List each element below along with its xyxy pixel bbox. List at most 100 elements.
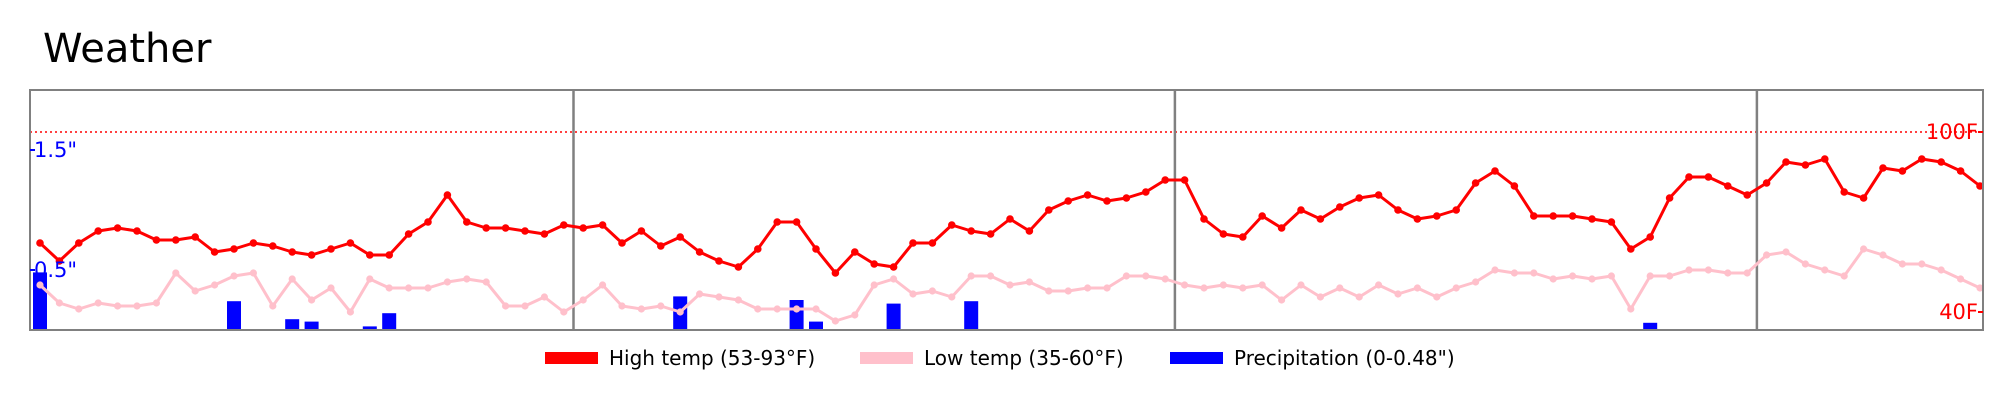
high-temp-point	[676, 233, 684, 241]
low-temp-point	[521, 302, 529, 310]
low-temp-point	[75, 305, 83, 313]
high-temp-point	[1782, 158, 1790, 166]
temp-tick-label: 40F	[1939, 300, 1978, 324]
high-temp-point	[1006, 215, 1014, 223]
low-temp-point	[1045, 287, 1053, 295]
high-temp-point	[1956, 167, 1965, 175]
temp-tick-label: 100F	[1926, 120, 1978, 144]
low-temp-point	[1452, 284, 1460, 292]
low-temp-point	[1898, 260, 1906, 268]
high-temp-point	[385, 251, 394, 259]
legend-label: High temp (53-93°F)	[609, 346, 815, 370]
low-temp-point	[657, 302, 665, 310]
low-temp-point	[618, 302, 626, 310]
high-temp-point	[288, 248, 297, 256]
low-temp-point	[1627, 305, 1635, 313]
low-temp-point	[424, 284, 432, 292]
high-temp-point	[1937, 158, 1945, 166]
low-temp-point	[928, 287, 937, 295]
low-temp-point	[1763, 251, 1771, 259]
low-temp-point	[831, 317, 840, 325]
low-temp-point	[1413, 284, 1421, 292]
high-temp-point	[715, 257, 723, 265]
high-temp-point	[1200, 215, 1208, 223]
high-temp-point	[1704, 173, 1713, 181]
high-temp-point	[1685, 173, 1693, 181]
low-temp-point	[1491, 266, 1499, 274]
high-temp-point	[1083, 191, 1092, 199]
low-temp-point	[1239, 284, 1247, 292]
low-temp-point	[1472, 278, 1480, 286]
low-temp-point	[269, 302, 277, 310]
low-temp-point	[1161, 275, 1169, 283]
precip-bar	[964, 301, 979, 330]
low-temp-point	[1433, 293, 1441, 301]
low-temp-point	[1549, 275, 1557, 283]
low-temp-point	[579, 296, 587, 304]
legend-swatch	[545, 352, 598, 364]
legend-label: Precipitation (0-0.48")	[1234, 346, 1455, 370]
high-temp-point	[1530, 212, 1538, 220]
high-temp-point	[1413, 215, 1422, 223]
low-temp-point	[1821, 266, 1829, 274]
low-temp-point	[1666, 272, 1674, 280]
low-temp-point	[211, 281, 219, 289]
precip-bar	[809, 321, 823, 330]
legend: High temp (53-93°F) Low temp (35-60°F) Pre…	[545, 346, 1455, 370]
low-temp-point	[599, 281, 607, 289]
low-temp-point	[502, 302, 510, 310]
low-temp-point	[696, 290, 704, 298]
low-temp-point	[1743, 269, 1751, 277]
low-temp-point	[133, 302, 141, 310]
high-temp-point	[521, 227, 529, 235]
high-temp-point	[1568, 212, 1577, 220]
low-temp-point	[1122, 272, 1130, 280]
low-temp-point	[1200, 284, 1208, 292]
high-temp-point	[152, 236, 161, 244]
low-temp-point	[676, 308, 684, 316]
low-temp-point	[152, 299, 160, 307]
low-temp-point	[114, 302, 122, 310]
low-temp-point	[36, 281, 44, 289]
low-temp-point	[1084, 284, 1092, 292]
low-temp-point	[637, 305, 646, 313]
high-temp-point	[1491, 167, 1499, 175]
high-temp-point	[1025, 227, 1034, 235]
chart-title: Weather	[43, 26, 212, 72]
precip-bar	[1643, 322, 1658, 330]
low-temp-point	[443, 278, 451, 286]
high-temp-point	[1258, 212, 1266, 220]
high-temp-point	[1588, 215, 1596, 223]
high-temp-point	[1549, 212, 1557, 220]
low-temp-point	[909, 290, 917, 298]
high-temp-point	[1879, 164, 1887, 172]
legend-swatch	[1170, 352, 1223, 364]
high-temp-point	[1801, 161, 1810, 169]
low-temp-point	[1297, 281, 1305, 289]
low-temp-point	[1976, 284, 1983, 292]
low-temp-point	[1937, 266, 1945, 274]
high-temp-point	[1045, 206, 1053, 214]
low-temp-point	[1607, 272, 1615, 280]
high-temp-point	[1976, 182, 1983, 190]
high-temp-point	[443, 191, 452, 199]
low-temp-point	[1103, 284, 1111, 292]
low-temp-point	[1782, 248, 1790, 256]
high-temp-point	[133, 227, 141, 235]
low-temp-point	[308, 296, 316, 304]
high-temp-point	[637, 227, 646, 235]
precip-bar	[362, 326, 377, 330]
low-temp-point	[560, 308, 568, 316]
low-temp-point	[172, 269, 180, 277]
legend-swatch	[860, 352, 913, 364]
low-temp-point	[191, 287, 199, 295]
high-temp-point	[404, 230, 413, 238]
high-temp-point	[598, 221, 607, 229]
high-temp-point	[1607, 218, 1616, 226]
high-temp-point	[928, 239, 937, 247]
high-temp-point	[1374, 191, 1383, 199]
high-temp-point	[346, 239, 355, 247]
high-temp-point	[1665, 194, 1674, 202]
high-temp-point	[1180, 176, 1189, 184]
